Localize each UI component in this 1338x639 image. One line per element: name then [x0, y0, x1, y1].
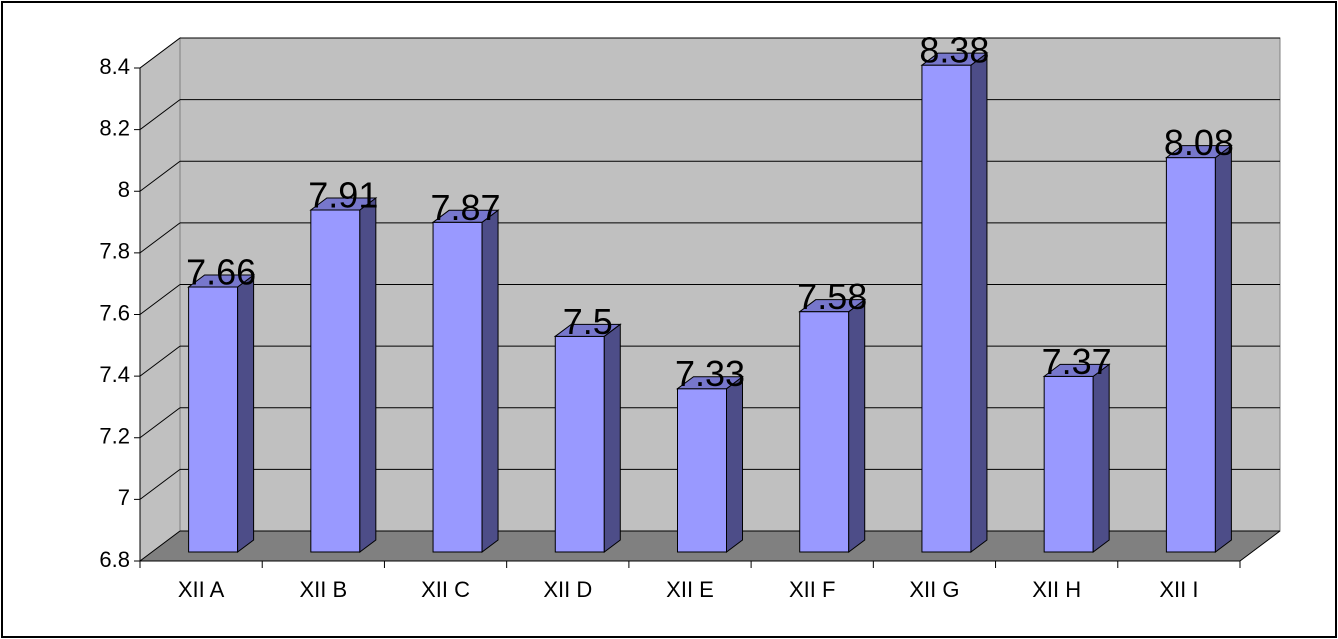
x-tick-label: XII C — [421, 577, 470, 602]
y-tick-label: 7.2 — [99, 424, 130, 449]
y-tick-label: 7 — [118, 485, 130, 510]
grid-line — [139, 160, 181, 192]
y-tick-label: 8.2 — [99, 115, 130, 140]
grid-line — [139, 407, 181, 439]
x-tick-label: XII H — [1032, 577, 1081, 602]
bar-top — [676, 376, 744, 390]
bar-side — [1092, 363, 1110, 553]
x-tick-label: XII B — [299, 577, 347, 602]
grid-line — [139, 345, 181, 377]
x-tick-label: XII I — [1159, 577, 1198, 602]
bar — [554, 335, 605, 553]
value-label: 7.58 — [797, 276, 867, 317]
value-label: 7.37 — [1042, 341, 1112, 382]
bar-side — [237, 274, 255, 553]
bar — [677, 388, 727, 553]
bar — [310, 209, 361, 553]
grid-line — [139, 37, 181, 69]
bar-top — [431, 209, 500, 223]
bar — [1165, 157, 1216, 553]
bar-top — [798, 299, 867, 313]
bar-side — [848, 298, 866, 553]
x-tick-label: XII F — [789, 577, 835, 602]
floor-edge — [1239, 530, 1281, 562]
y-tick-label: 7.4 — [99, 362, 130, 387]
bar-side — [481, 209, 499, 553]
bar-top — [187, 274, 256, 288]
bar — [921, 64, 972, 553]
value-label: 7.33 — [675, 353, 745, 394]
value-label: 7.87 — [431, 187, 501, 228]
bar — [432, 221, 483, 553]
y-tick-label: 6.8 — [99, 547, 130, 572]
y-tick-label: 8.4 — [99, 54, 130, 79]
value-label: 8.08 — [1164, 122, 1234, 163]
value-label: 8.38 — [919, 30, 989, 71]
y-tick-label: 7.6 — [99, 300, 130, 325]
bar-top — [553, 323, 622, 337]
value-label: 7.66 — [186, 252, 256, 293]
bar — [188, 286, 239, 553]
bar-side — [1214, 144, 1232, 553]
value-label: 7.5 — [563, 301, 613, 342]
y-tick-label: 8 — [118, 177, 130, 202]
x-tick-label: XII E — [666, 577, 714, 602]
bar-side — [359, 196, 377, 553]
bar-side — [603, 323, 621, 553]
bar — [799, 311, 850, 553]
bar-top — [920, 52, 989, 66]
bar-side — [726, 375, 743, 553]
x-tick-label: XII D — [543, 577, 592, 602]
grid-line — [139, 530, 181, 562]
x-tick-label: XII A — [178, 577, 225, 602]
bar-top — [1164, 145, 1233, 159]
bar-side — [970, 52, 988, 553]
bar-top — [309, 197, 378, 211]
grid-line — [139, 284, 181, 315]
grid-line — [139, 99, 181, 131]
grid-line — [139, 468, 181, 500]
value-label: 7.91 — [308, 174, 378, 215]
y-tick-label: 7.8 — [99, 239, 130, 264]
bar — [1043, 375, 1094, 553]
bar-top — [1042, 363, 1111, 377]
grid-line — [139, 222, 181, 254]
x-tick-label: XII G — [909, 577, 959, 602]
